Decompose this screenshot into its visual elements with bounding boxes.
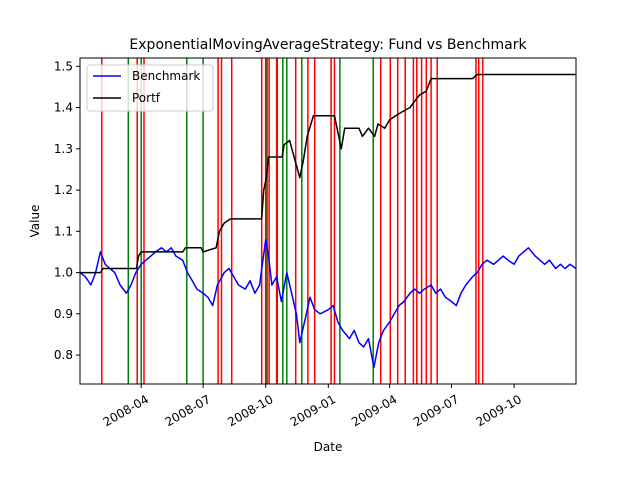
x-tick-label: 2008-07 <box>163 392 213 429</box>
y-tick-label: 1.3 <box>54 142 73 156</box>
legend-label-portf: Portf <box>132 91 161 105</box>
x-tick-label: 2009-07 <box>411 392 461 429</box>
series-line-portf <box>80 73 576 274</box>
legend: Benchmark Portf <box>86 64 214 112</box>
legend-label-benchmark: Benchmark <box>132 69 200 83</box>
y-tick-label: 0.9 <box>54 307 73 321</box>
y-axis: 0.8 0.9 1.0 1.1 1.2 1.3 1.4 1.5 <box>54 59 80 362</box>
signal-lines <box>101 58 484 384</box>
x-tick-label: 2008-04 <box>101 392 151 429</box>
x-tick-label: 2009-01 <box>288 392 338 429</box>
x-tick-label: 2009-10 <box>474 392 524 429</box>
y-tick-label: 1.1 <box>54 224 73 238</box>
x-tick-label: 2008-10 <box>225 392 275 429</box>
series-lines <box>79 73 577 369</box>
y-tick-label: 1.5 <box>54 59 73 73</box>
y-tick-label: 1.0 <box>54 266 73 280</box>
chart-title: ExponentialMovingAverageStrategy: Fund v… <box>129 37 527 53</box>
x-axis: 2008-04 2008-07 2008-10 2009-01 2009-04 2009-… <box>101 384 524 429</box>
x-axis-title: Date <box>314 440 343 454</box>
y-tick-label: 1.2 <box>54 183 73 197</box>
y-tick-label: 0.8 <box>54 348 73 362</box>
y-tick-label: 1.4 <box>54 101 73 115</box>
series-line-benchmark <box>79 238 577 369</box>
x-tick-label: 2009-04 <box>349 392 399 429</box>
y-axis-title: Value <box>28 205 42 238</box>
